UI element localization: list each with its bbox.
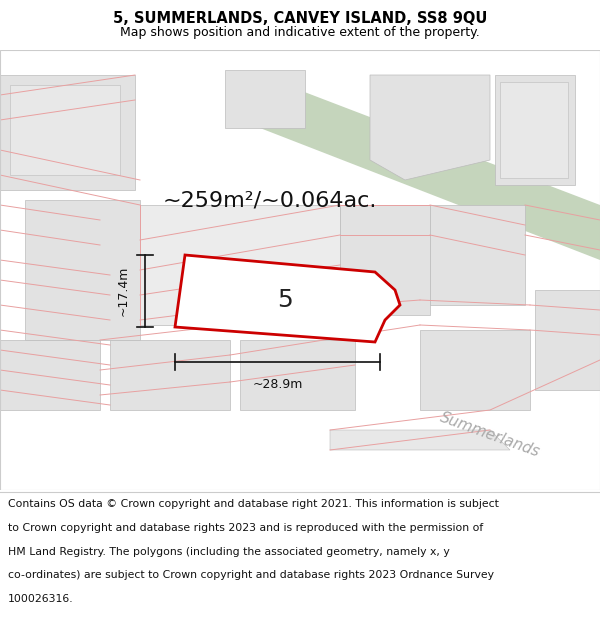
Polygon shape [495, 75, 575, 185]
Polygon shape [110, 340, 230, 410]
Polygon shape [140, 205, 340, 325]
Polygon shape [420, 330, 530, 410]
Text: 100026316.: 100026316. [8, 594, 74, 604]
Polygon shape [0, 75, 135, 190]
Polygon shape [260, 75, 600, 260]
Text: Contains OS data © Crown copyright and database right 2021. This information is : Contains OS data © Crown copyright and d… [8, 499, 499, 509]
Text: HM Land Registry. The polygons (including the associated geometry, namely x, y: HM Land Registry. The polygons (includin… [8, 547, 450, 557]
Polygon shape [330, 430, 510, 450]
Polygon shape [430, 205, 525, 305]
Polygon shape [175, 255, 400, 342]
Text: 5: 5 [277, 288, 293, 312]
Polygon shape [340, 205, 430, 315]
Polygon shape [240, 340, 355, 410]
Text: co-ordinates) are subject to Crown copyright and database rights 2023 Ordnance S: co-ordinates) are subject to Crown copyr… [8, 571, 494, 581]
Text: to Crown copyright and database rights 2023 and is reproduced with the permissio: to Crown copyright and database rights 2… [8, 523, 483, 533]
Polygon shape [0, 340, 100, 410]
Polygon shape [25, 200, 140, 340]
Polygon shape [535, 290, 600, 390]
Text: 5, SUMMERLANDS, CANVEY ISLAND, SS8 9QU: 5, SUMMERLANDS, CANVEY ISLAND, SS8 9QU [113, 11, 487, 26]
Text: ~17.4m: ~17.4m [116, 266, 130, 316]
Polygon shape [500, 82, 568, 178]
Text: Map shows position and indicative extent of the property.: Map shows position and indicative extent… [120, 26, 480, 39]
Text: ~28.9m: ~28.9m [253, 378, 302, 391]
Polygon shape [10, 85, 120, 175]
Text: ~259m²/~0.064ac.: ~259m²/~0.064ac. [163, 190, 377, 210]
Text: Summerlands: Summerlands [438, 410, 542, 460]
Polygon shape [225, 70, 305, 128]
Polygon shape [370, 75, 490, 180]
